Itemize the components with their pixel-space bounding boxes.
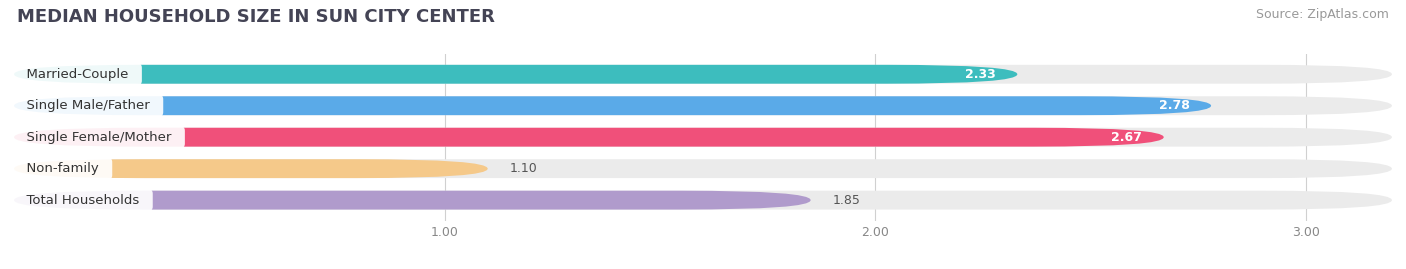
Text: 2.33: 2.33 xyxy=(965,68,995,81)
FancyBboxPatch shape xyxy=(14,191,811,210)
Text: Non-family: Non-family xyxy=(18,162,108,175)
Text: Single Female/Mother: Single Female/Mother xyxy=(18,131,180,144)
Text: MEDIAN HOUSEHOLD SIZE IN SUN CITY CENTER: MEDIAN HOUSEHOLD SIZE IN SUN CITY CENTER xyxy=(17,8,495,26)
FancyBboxPatch shape xyxy=(14,65,1392,84)
FancyBboxPatch shape xyxy=(14,96,1211,115)
FancyBboxPatch shape xyxy=(14,159,488,178)
Text: Total Households: Total Households xyxy=(18,194,148,207)
Text: 2.67: 2.67 xyxy=(1111,131,1142,144)
FancyBboxPatch shape xyxy=(14,128,1392,147)
Text: Source: ZipAtlas.com: Source: ZipAtlas.com xyxy=(1256,8,1389,21)
FancyBboxPatch shape xyxy=(14,159,1392,178)
FancyBboxPatch shape xyxy=(14,65,1018,84)
FancyBboxPatch shape xyxy=(14,128,1164,147)
Text: Married-Couple: Married-Couple xyxy=(18,68,138,81)
Text: 1.85: 1.85 xyxy=(832,194,860,207)
Text: Single Male/Father: Single Male/Father xyxy=(18,99,159,112)
Text: 2.78: 2.78 xyxy=(1159,99,1189,112)
FancyBboxPatch shape xyxy=(14,96,1392,115)
Text: 1.10: 1.10 xyxy=(509,162,537,175)
FancyBboxPatch shape xyxy=(14,191,1392,210)
